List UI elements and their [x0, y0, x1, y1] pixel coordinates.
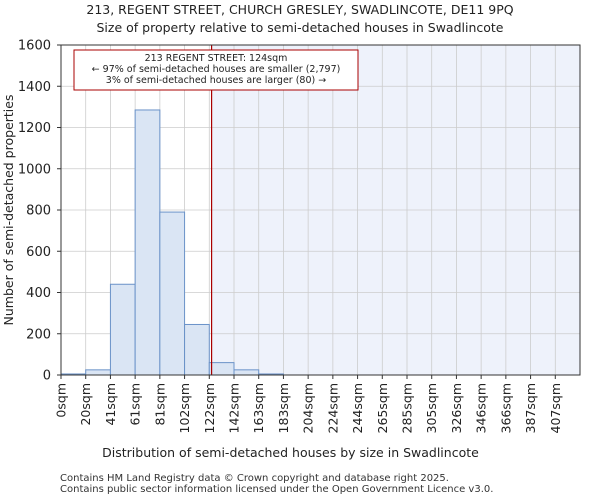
histogram-bar	[134, 109, 161, 376]
x-tick-label: 163sqm	[251, 383, 266, 433]
x-tick-label: 81sqm	[152, 383, 167, 426]
y-tick-label: 200	[26, 327, 51, 342]
x-tick-label: 244sqm	[350, 383, 365, 433]
y-tick-label: 400	[26, 286, 51, 301]
x-tick-label: 20sqm	[78, 383, 93, 426]
x-tick-label: 102sqm	[177, 383, 192, 433]
x-tick-label: 387sqm	[523, 383, 538, 433]
x-tick-label: 265sqm	[375, 383, 390, 433]
histogram-bar	[159, 211, 186, 376]
y-tick-label: 0	[43, 369, 51, 384]
histogram-bar	[233, 369, 260, 376]
chart-title: 213, REGENT STREET, CHURCH GRESLEY, SWAD…	[86, 2, 514, 17]
chart-subtitle: Size of property relative to semi-detach…	[96, 20, 504, 35]
annotation-line: 213 REGENT STREET: 124sqm	[145, 53, 288, 64]
x-tick-label: 407sqm	[548, 383, 563, 433]
y-tick-label: 1200	[18, 121, 51, 136]
x-tick-label: 305sqm	[424, 383, 439, 433]
x-tick-label: 204sqm	[301, 383, 316, 433]
annotation-line: 3% of semi-detached houses are larger (8…	[106, 75, 326, 86]
x-tick-label: 0sqm	[54, 383, 69, 418]
y-tick-label: 1000	[18, 162, 51, 177]
footer-copyright: Contains HM Land Registry data © Crown c…	[60, 473, 449, 484]
annotation-box	[73, 49, 359, 91]
x-tick-label: 224sqm	[325, 383, 340, 433]
y-axis-label: Number of semi-detached properties	[1, 95, 16, 326]
x-tick-label: 41sqm	[103, 383, 118, 426]
histogram-bar	[208, 362, 235, 376]
x-tick-label: 142sqm	[227, 383, 242, 433]
histogram-bar	[109, 283, 136, 376]
y-tick-label: 600	[26, 245, 51, 260]
x-tick-label: 61sqm	[128, 383, 143, 426]
x-axis-label: Distribution of semi-detached houses by …	[102, 445, 479, 460]
y-tick-label: 800	[26, 204, 51, 219]
histogram-bar	[85, 369, 111, 376]
x-tick-label: 346sqm	[474, 383, 489, 433]
x-tick-label: 366sqm	[498, 383, 513, 433]
x-tick-label: 122sqm	[202, 383, 217, 433]
footer-licence: Contains public sector information licen…	[60, 484, 494, 495]
y-tick-label: 1600	[18, 39, 51, 54]
histogram-bar	[184, 323, 210, 376]
x-tick-label: 285sqm	[400, 383, 415, 433]
y-tick-label: 1400	[18, 80, 51, 95]
x-tick-label: 326sqm	[449, 383, 464, 433]
x-tick-label: 183sqm	[276, 383, 291, 433]
annotation-line: ← 97% of semi-detached houses are smalle…	[92, 64, 341, 75]
